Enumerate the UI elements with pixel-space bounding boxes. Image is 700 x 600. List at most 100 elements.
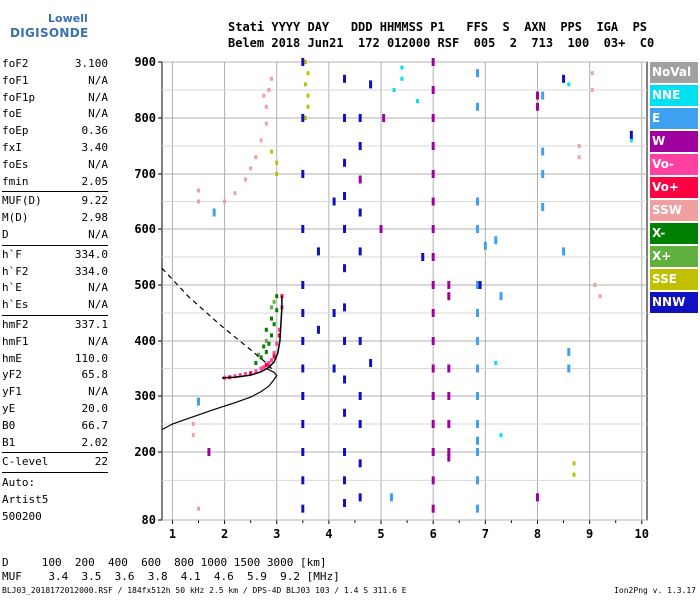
- param-row: yF2 65.8: [2, 367, 108, 384]
- software-version: Ion2Png v. 1.3.17: [614, 586, 696, 595]
- echo-point: [332, 197, 336, 206]
- echo-point: [207, 448, 211, 456]
- param-row: h`E N/A: [2, 280, 108, 297]
- y-tick-label: 800: [134, 111, 156, 125]
- echo-point: [431, 197, 435, 206]
- echo-point: [301, 58, 305, 66]
- y-tick-label: 500: [134, 278, 156, 292]
- f2-trace: [221, 296, 283, 379]
- echo-point: [267, 88, 271, 92]
- echo-point: [272, 354, 276, 359]
- param-row: foEp 0.36: [2, 123, 108, 140]
- echo-point: [264, 327, 268, 332]
- y-tick-label: 700: [134, 167, 156, 181]
- param-row: foF2 3.100: [2, 56, 108, 73]
- param-label: h`Es: [2, 298, 29, 312]
- param-row: M(D) 2.98: [2, 210, 108, 227]
- param-value: 20.0: [81, 401, 109, 415]
- echo-point: [270, 76, 274, 81]
- param-value: N/A: [88, 334, 108, 348]
- param-row: yF1 N/A: [2, 384, 108, 401]
- legend-item: W: [650, 131, 698, 152]
- echo-point: [197, 188, 201, 193]
- param-label: B1: [2, 435, 16, 449]
- param-value: N/A: [88, 227, 108, 241]
- echo-point: [447, 448, 451, 456]
- echo-point: [541, 170, 545, 178]
- muf-row: MUF 3.4 3.5 3.6 3.8 4.1 4.6 5.9 9.2 [MHz…: [2, 570, 340, 583]
- x-tick-label: 9: [586, 527, 593, 541]
- echo-point: [243, 372, 247, 376]
- echo-point: [306, 93, 310, 98]
- param-row: fmin 2.05: [2, 174, 108, 191]
- echo-point: [369, 80, 373, 89]
- echo-point: [272, 351, 276, 356]
- echo-point: [483, 241, 487, 250]
- legend-item: SSE: [650, 269, 698, 290]
- param-value: 0.36: [81, 124, 109, 138]
- echo-point: [447, 292, 451, 301]
- param-row: B1 2.02: [2, 435, 108, 452]
- legend-item: NoVal: [650, 62, 698, 83]
- echo-point: [421, 253, 425, 261]
- x-tick-label: 1: [169, 527, 176, 541]
- echo-point: [233, 191, 237, 196]
- echo-point: [572, 472, 576, 477]
- param-row: hmE 110.0: [2, 351, 108, 368]
- param-label: h`F: [2, 247, 22, 261]
- param-label: hmF1: [2, 334, 29, 348]
- echo-point: [277, 333, 281, 338]
- echo-point: [301, 364, 305, 373]
- param-value: N/A: [88, 107, 108, 121]
- param-label: B0: [2, 418, 16, 432]
- echo-point: [262, 93, 266, 98]
- echo-point: [541, 147, 545, 156]
- legend-item: E: [650, 108, 698, 129]
- param-label: foE: [2, 107, 22, 121]
- echo-point: [332, 364, 336, 373]
- param-label: MUF(D): [2, 194, 42, 208]
- echo-point: [243, 177, 247, 182]
- x-tick-label: 2: [221, 527, 228, 541]
- y-tick-label: 600: [134, 222, 156, 236]
- param-value: 66.7: [81, 418, 109, 432]
- echo-point: [191, 422, 195, 426]
- param-row: foF1p N/A: [2, 90, 108, 107]
- echo-point: [343, 408, 347, 417]
- echo-point: [301, 281, 305, 289]
- echo-point: [267, 341, 271, 346]
- auto-program: Artist5: [2, 493, 49, 507]
- param-value: 337.1: [74, 317, 108, 331]
- echo-point: [272, 299, 276, 304]
- echo-point: [197, 506, 201, 511]
- echo-point: [259, 355, 263, 360]
- y-tick-label: 400: [134, 334, 156, 348]
- echo-point: [301, 337, 305, 345]
- param-value: 2.98: [81, 211, 109, 225]
- echo-point: [431, 58, 435, 66]
- legend-item: NNE: [650, 85, 698, 106]
- legend-item: X-: [650, 223, 698, 244]
- echo-point: [476, 102, 480, 111]
- x-tick-label: 3: [273, 527, 280, 541]
- echo-point: [264, 121, 268, 126]
- echo-point: [270, 305, 274, 310]
- param-row: fxI 3.40: [2, 140, 108, 157]
- echo-point: [191, 433, 195, 438]
- y-tick-label: 200: [134, 445, 156, 459]
- logo-digisonde-text: DIGISONDE: [10, 26, 89, 40]
- echo-point: [197, 397, 201, 406]
- echo-point: [275, 341, 279, 346]
- echo-point: [254, 155, 258, 160]
- echo-point: [562, 247, 566, 256]
- x-tick-label: 6: [430, 527, 437, 541]
- echo-point: [343, 158, 347, 167]
- echo-point: [233, 374, 237, 379]
- param-value: 22: [94, 455, 108, 469]
- echo-point: [197, 199, 201, 204]
- echo-point: [343, 337, 347, 345]
- echo-point: [270, 149, 274, 154]
- param-label: fmin: [2, 174, 29, 188]
- echo-point: [343, 264, 347, 273]
